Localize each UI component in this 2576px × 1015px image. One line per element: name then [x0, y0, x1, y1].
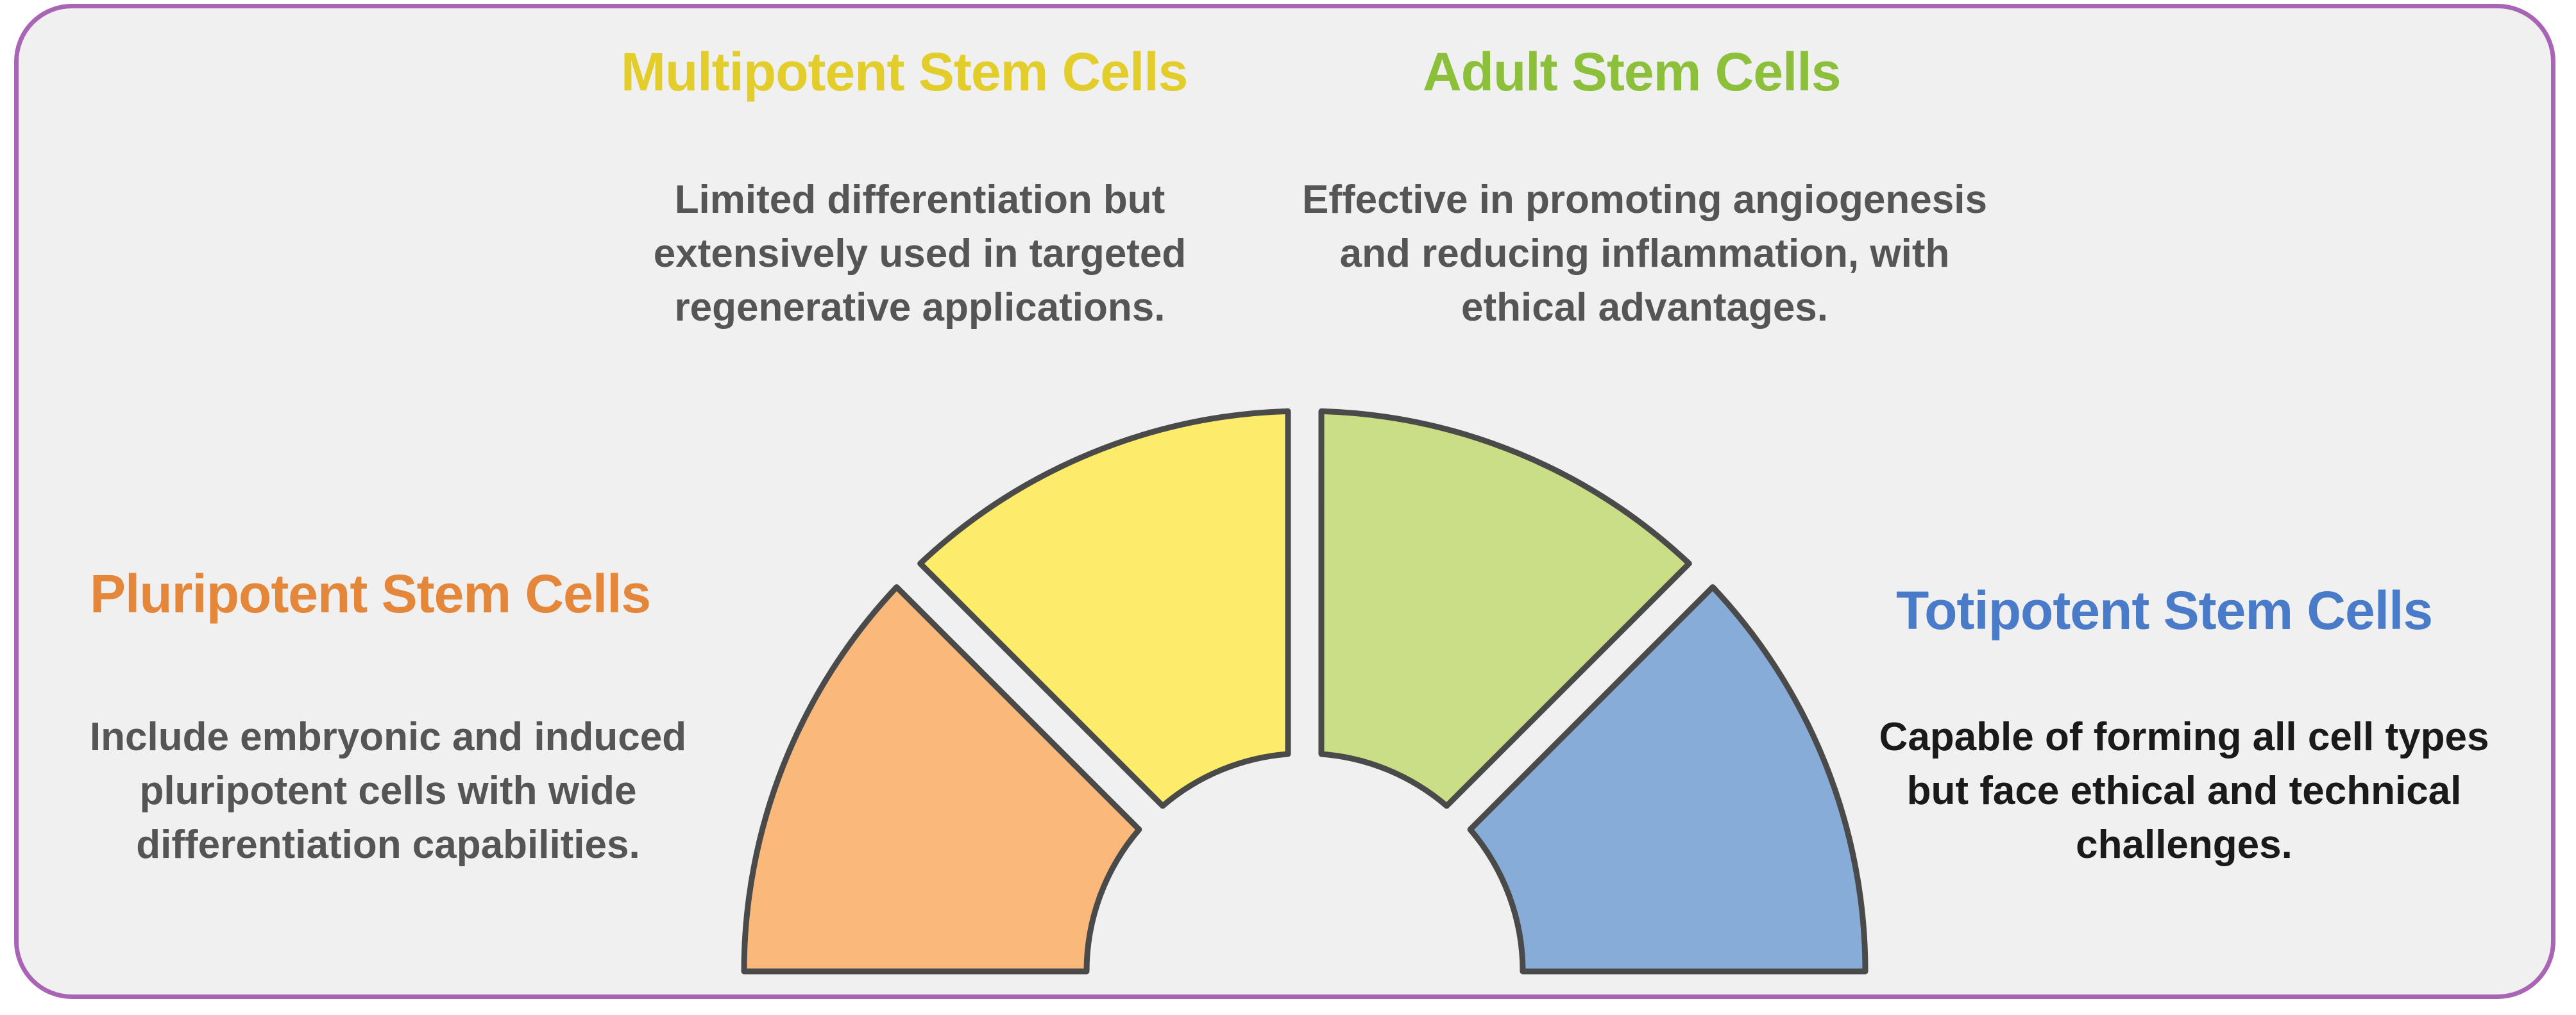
description-line: challenges. [2076, 823, 2292, 867]
description-line: ethical advantages. [1461, 285, 1829, 330]
description-line: extensively used in targeted [653, 231, 1187, 276]
description-line: Effective in promoting angiogenesis [1302, 178, 1987, 222]
adult-title: Adult Stem Cells [1423, 42, 1841, 102]
pluripotent-description: Include embryonic and induced pluripoten… [64, 710, 712, 872]
description-line: Capable of forming all cell types [1879, 715, 2489, 759]
description-line: Limited differentiation but [674, 178, 1165, 222]
pluripotent-segment [741, 584, 1142, 975]
description-line: and reducing inflammation, with [1339, 231, 1950, 276]
description-line: regenerative applications. [674, 285, 1165, 330]
totipotent-segment [1467, 584, 1868, 975]
totipotent-description: Capable of forming all cell types but fa… [1841, 710, 2527, 872]
adult-description: Effective in promoting angiogenesis and … [1273, 173, 2017, 335]
multipotent-title: Multipotent Stem Cells [621, 42, 1188, 102]
pluripotent-title: Pluripotent Stem Cells [90, 564, 651, 624]
adult-segment [1318, 408, 1692, 809]
totipotent-title: Totipotent Stem Cells [1896, 580, 2433, 641]
multipotent-segment [917, 408, 1291, 809]
description-line: Include embryonic and induced [89, 715, 687, 759]
description-line: pluripotent cells with wide [139, 769, 637, 813]
description-line: differentiation capabilities. [136, 823, 640, 867]
multipotent-description: Limited differentiation but extensively … [631, 173, 1208, 335]
description-line: but face ethical and technical [1906, 769, 2462, 813]
